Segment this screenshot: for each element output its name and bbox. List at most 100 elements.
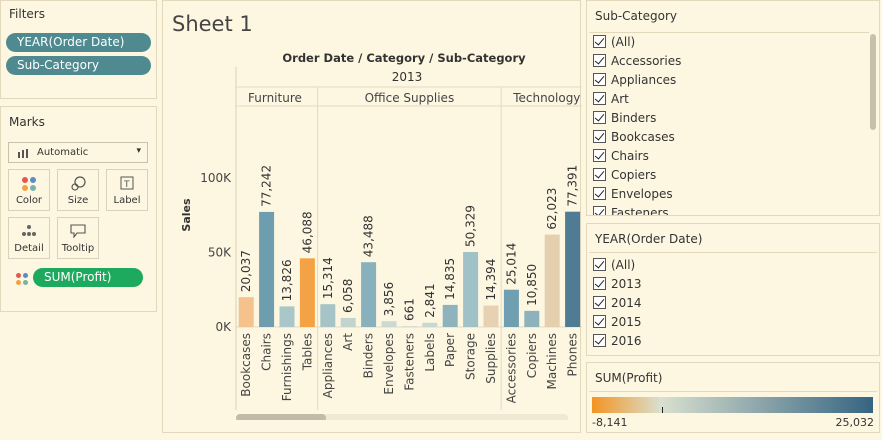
checkbox[interactable] <box>593 54 606 67</box>
x-tick-label: Storage <box>464 333 478 380</box>
color-card-label: Color <box>15 195 43 206</box>
text-label-icon: T <box>107 176 147 192</box>
x-tick-label: Phones <box>566 333 580 376</box>
x-tick-label: Appliances <box>321 333 335 398</box>
x-tick-label: Binders <box>362 333 376 378</box>
sum-profit-pill[interactable]: SUM(Profit) <box>33 268 143 287</box>
bar-fasteners[interactable] <box>401 326 417 327</box>
checkbox-item[interactable]: Envelopes <box>593 186 673 205</box>
checkbox[interactable] <box>593 258 606 271</box>
checkbox[interactable] <box>593 315 606 328</box>
data-label: 10,850 <box>525 264 539 306</box>
checkbox[interactable] <box>593 296 606 309</box>
checkbox-item[interactable]: Bookcases <box>593 129 675 148</box>
data-label: 6,058 <box>341 279 355 313</box>
checkbox[interactable] <box>593 187 606 200</box>
checkbox-item[interactable]: Copiers <box>593 167 656 186</box>
color-card[interactable]: Color <box>8 169 50 211</box>
bar-art[interactable] <box>340 317 356 327</box>
x-tick-label: Machines <box>545 333 559 389</box>
category-header: Office Supplies <box>365 91 455 105</box>
y-axis-title: Sales <box>180 198 193 232</box>
checkbox-item[interactable]: Accessories <box>593 53 681 72</box>
x-tick-label: Art <box>341 333 355 351</box>
bar-furnishings[interactable] <box>279 306 295 327</box>
mark-type-dropdown[interactable]: Automatic ▾ <box>8 142 148 163</box>
checkbox[interactable] <box>593 111 606 124</box>
bar-chairs[interactable] <box>259 211 275 327</box>
checkbox-item[interactable]: Appliances <box>593 72 676 91</box>
bar-paper[interactable] <box>442 304 458 327</box>
x-tick-label: Bookcases <box>239 333 253 397</box>
checkbox[interactable] <box>593 168 606 181</box>
x-tick-label: Paper <box>443 333 457 367</box>
bar-bookcases[interactable] <box>238 297 254 327</box>
checkbox[interactable] <box>593 277 606 290</box>
bar-binders[interactable] <box>361 262 377 327</box>
checkbox-item[interactable]: 2016 <box>593 333 642 352</box>
checkbox[interactable] <box>593 206 606 215</box>
label-card[interactable]: T Label <box>106 169 148 211</box>
bar-tables[interactable] <box>299 258 315 327</box>
y-tick-label: 100K <box>200 171 232 185</box>
detail-card[interactable]: Detail <box>8 217 50 259</box>
checkbox-item[interactable]: Art <box>593 91 629 110</box>
checkbox[interactable] <box>593 35 606 48</box>
checkbox[interactable] <box>593 130 606 143</box>
bar-accessories[interactable] <box>503 289 519 327</box>
bar-copiers[interactable] <box>524 310 540 327</box>
marks-title: Marks <box>9 115 45 129</box>
color-field-icon <box>15 271 29 290</box>
bar-machines[interactable] <box>544 234 560 327</box>
x-tick-label: Accessories <box>504 333 518 403</box>
tooltip-card[interactable]: Tooltip <box>57 217 99 259</box>
data-label: 14,394 <box>484 259 498 301</box>
chart-scrollbar-thumb[interactable] <box>236 414 326 420</box>
checkbox-item[interactable]: Binders <box>593 110 656 129</box>
checkbox-item[interactable]: 2013 <box>593 276 642 295</box>
data-label: 13,826 <box>280 259 294 301</box>
checkbox[interactable] <box>593 149 606 162</box>
data-label: 661 <box>402 298 416 321</box>
checkbox[interactable] <box>593 73 606 86</box>
checkbox-item[interactable]: 2014 <box>593 295 642 314</box>
checkbox-item[interactable]: 2015 <box>593 314 642 333</box>
divider <box>589 391 877 392</box>
data-label: 15,314 <box>321 257 335 299</box>
subcategory-filter-panel: Sub-Category (All) Accessories Appliance… <box>586 0 880 216</box>
checkbox-item[interactable]: Chairs <box>593 148 649 167</box>
x-tick-label: Labels <box>423 333 437 372</box>
y-tick-label: 0K <box>215 320 232 334</box>
checkbox[interactable] <box>593 334 606 347</box>
legend-zero-tick <box>662 407 663 413</box>
data-label: 43,488 <box>362 215 376 257</box>
data-label: 3,856 <box>382 282 396 316</box>
bar-storage[interactable] <box>463 252 479 327</box>
label-card-label: Label <box>113 195 141 206</box>
size-icon <box>58 176 98 192</box>
svg-text:T: T <box>123 180 130 190</box>
checkbox-item[interactable]: (All) <box>593 257 635 276</box>
x-tick-label: Copiers <box>525 333 539 378</box>
x-tick-label: Chairs <box>260 333 274 371</box>
year-filter-panel: YEAR(Order Date) (All) 2013 2014 2015 20… <box>586 223 880 356</box>
checkbox-item[interactable]: Fasteners <box>593 205 669 215</box>
bar-envelopes[interactable] <box>381 321 397 327</box>
data-label: 20,037 <box>239 250 253 292</box>
filter-pill-year[interactable]: YEAR(Order Date) <box>6 33 151 52</box>
list-scrollbar-thumb[interactable] <box>870 34 876 130</box>
chart-title: Order Date / Category / Sub-Category <box>282 51 526 65</box>
bar-supplies[interactable] <box>483 305 499 327</box>
detail-card-label: Detail <box>14 243 44 254</box>
y-tick-label: 50K <box>208 246 232 260</box>
bar-labels[interactable] <box>422 322 438 327</box>
checkbox-item[interactable]: (All) <box>593 34 635 53</box>
size-card[interactable]: Size <box>57 169 99 211</box>
checkbox[interactable] <box>593 92 606 105</box>
detail-icon <box>9 224 49 240</box>
data-label: 25,014 <box>504 243 518 285</box>
filter-pill-subcategory[interactable]: Sub-Category <box>6 56 151 75</box>
bar-appliances[interactable] <box>320 304 336 327</box>
bar-phones[interactable] <box>565 211 581 327</box>
data-label: 62,023 <box>545 188 559 230</box>
